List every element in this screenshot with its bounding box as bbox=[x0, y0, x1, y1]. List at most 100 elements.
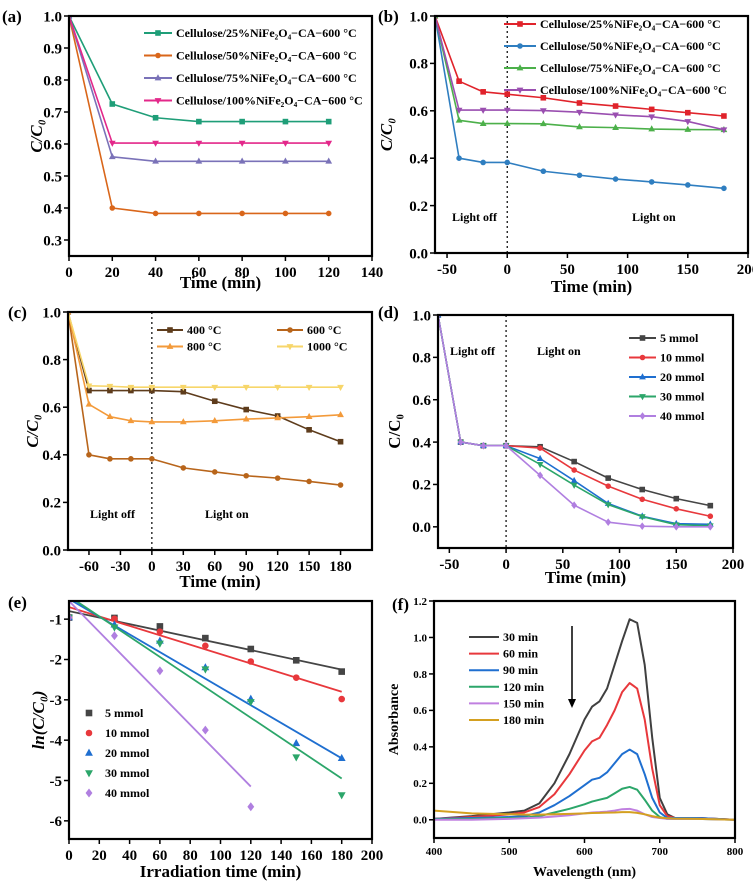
y-tick-label: 0.5 bbox=[43, 169, 62, 185]
x-tick-label: 150 bbox=[298, 559, 321, 575]
y-tick-label: 0.6 bbox=[413, 705, 427, 717]
data-point bbox=[274, 414, 282, 421]
x-tick-label: 0 bbox=[503, 262, 511, 278]
legend-item: 20 mmol bbox=[629, 370, 705, 384]
data-point bbox=[292, 656, 300, 664]
data-point bbox=[648, 179, 655, 185]
data-point bbox=[247, 645, 255, 653]
plot-area bbox=[69, 16, 333, 217]
data-point bbox=[85, 400, 93, 407]
x-tick-label: -50 bbox=[439, 557, 459, 573]
legend-marker bbox=[516, 87, 524, 94]
x-tick-label: 100 bbox=[274, 265, 297, 281]
data-point bbox=[576, 109, 583, 117]
data-point bbox=[149, 456, 155, 462]
data-point bbox=[152, 157, 159, 164]
data-point bbox=[707, 502, 714, 509]
chart-panel-d: -50 0 50 100 150 200 0.0 0.2 0.4 0.6 0.8 1.0 Light o… bbox=[378, 303, 744, 587]
data-point bbox=[576, 100, 583, 106]
data-point bbox=[337, 753, 346, 762]
data-point bbox=[246, 699, 255, 707]
data-point bbox=[673, 495, 680, 502]
y-axis-title: ln(C/C₀) bbox=[29, 691, 48, 750]
x-axis-title: Time (min) bbox=[545, 568, 626, 587]
data-point bbox=[337, 792, 346, 800]
data-point bbox=[337, 438, 344, 445]
data-point bbox=[111, 631, 118, 641]
x-tick-label: 60 bbox=[207, 559, 222, 575]
legend-label: 30 mmol bbox=[105, 766, 150, 780]
legend-item: 30 min bbox=[469, 630, 538, 644]
data-point bbox=[211, 384, 219, 392]
data-point bbox=[305, 412, 313, 420]
plot-frame bbox=[432, 599, 737, 840]
fit-line bbox=[69, 601, 252, 788]
legend-marker bbox=[85, 770, 93, 778]
legend-item: 600 °C bbox=[277, 323, 341, 337]
plot-frame bbox=[66, 310, 374, 552]
annotation-light-on: Light on bbox=[205, 507, 249, 521]
data-point bbox=[571, 467, 577, 473]
x-tick-label: 0 bbox=[65, 848, 73, 864]
y-tick-label: 0.4 bbox=[412, 435, 431, 451]
x-tick-label: 800 bbox=[727, 846, 744, 858]
y-tick-label: 0.6 bbox=[43, 137, 62, 153]
data-point bbox=[110, 624, 119, 632]
legend-marker bbox=[155, 30, 161, 36]
data-point bbox=[338, 668, 345, 675]
plot-frame bbox=[433, 14, 750, 255]
legend-label: Cellulose/25%NiFe₂O₄−CA−600 °C bbox=[540, 17, 721, 31]
data-point bbox=[612, 176, 619, 182]
data-point bbox=[456, 78, 462, 84]
x-tick-label: 140 bbox=[361, 265, 384, 281]
series-0 bbox=[435, 16, 727, 119]
series-2 bbox=[68, 312, 344, 425]
series-line bbox=[434, 618, 735, 821]
data-point bbox=[107, 456, 113, 462]
legend-marker bbox=[639, 335, 646, 341]
legend-item: 10 mmol bbox=[85, 726, 150, 740]
x-tick-label: 50 bbox=[560, 262, 575, 278]
series-line bbox=[438, 315, 711, 528]
legend-label: 120 min bbox=[503, 680, 544, 694]
data-point bbox=[638, 514, 646, 521]
legend-item: 40 mmol bbox=[85, 786, 150, 800]
chart-panel-f: 400 500 600 700 800 0.0 0.2 0.4 0.6 0.8 1.0 1.2 30 m… bbox=[387, 595, 744, 880]
data-point bbox=[648, 106, 655, 113]
chart-panel-a: 0 20 40 60 80 100 120 140 0.3 0.4 0.5 0.6 0.7 0.8 0.9 1… bbox=[2, 7, 383, 292]
x-axis-title: Time (min) bbox=[179, 572, 260, 591]
y-tick-label: 0.9 bbox=[43, 41, 62, 57]
data-point bbox=[156, 666, 164, 676]
y-tick-label: 0.4 bbox=[409, 151, 428, 167]
legend-item: 60 min bbox=[469, 647, 538, 661]
series-line bbox=[434, 682, 735, 821]
legend-label: 20 mmol bbox=[105, 746, 150, 760]
plot-frame bbox=[67, 14, 374, 258]
data-point bbox=[202, 634, 209, 642]
data-point bbox=[292, 754, 301, 762]
data-point bbox=[106, 383, 114, 391]
data-point bbox=[325, 118, 332, 125]
series-2 bbox=[434, 748, 735, 821]
legend-marker bbox=[639, 373, 646, 380]
data-point bbox=[537, 471, 544, 480]
x-tick-label: -60 bbox=[79, 559, 99, 575]
y-tick-label: 0.4 bbox=[413, 742, 427, 754]
series-3 bbox=[435, 16, 728, 134]
legend-item: 30 mmol bbox=[85, 766, 150, 780]
legend-item: 90 min bbox=[469, 663, 538, 677]
series-line bbox=[435, 16, 724, 190]
data-point bbox=[127, 384, 135, 392]
panel-label: (e) bbox=[8, 593, 27, 612]
legend-label: Cellulose/100%NiFe₂O₄−CA−600 °C bbox=[540, 83, 727, 97]
legend-marker bbox=[85, 788, 93, 798]
data-point bbox=[292, 674, 300, 681]
data-point bbox=[282, 140, 289, 147]
y-tick-label: 0.8 bbox=[42, 353, 61, 369]
data-point bbox=[504, 159, 511, 166]
x-tick-label: 140 bbox=[270, 848, 293, 864]
legend-marker bbox=[85, 729, 93, 737]
legend-label: Cellulose/50%NiFe₂O₄−CA−600 °C bbox=[176, 49, 357, 63]
y-tick-label: 0.8 bbox=[412, 351, 431, 367]
x-tick-label: 80 bbox=[235, 265, 250, 281]
